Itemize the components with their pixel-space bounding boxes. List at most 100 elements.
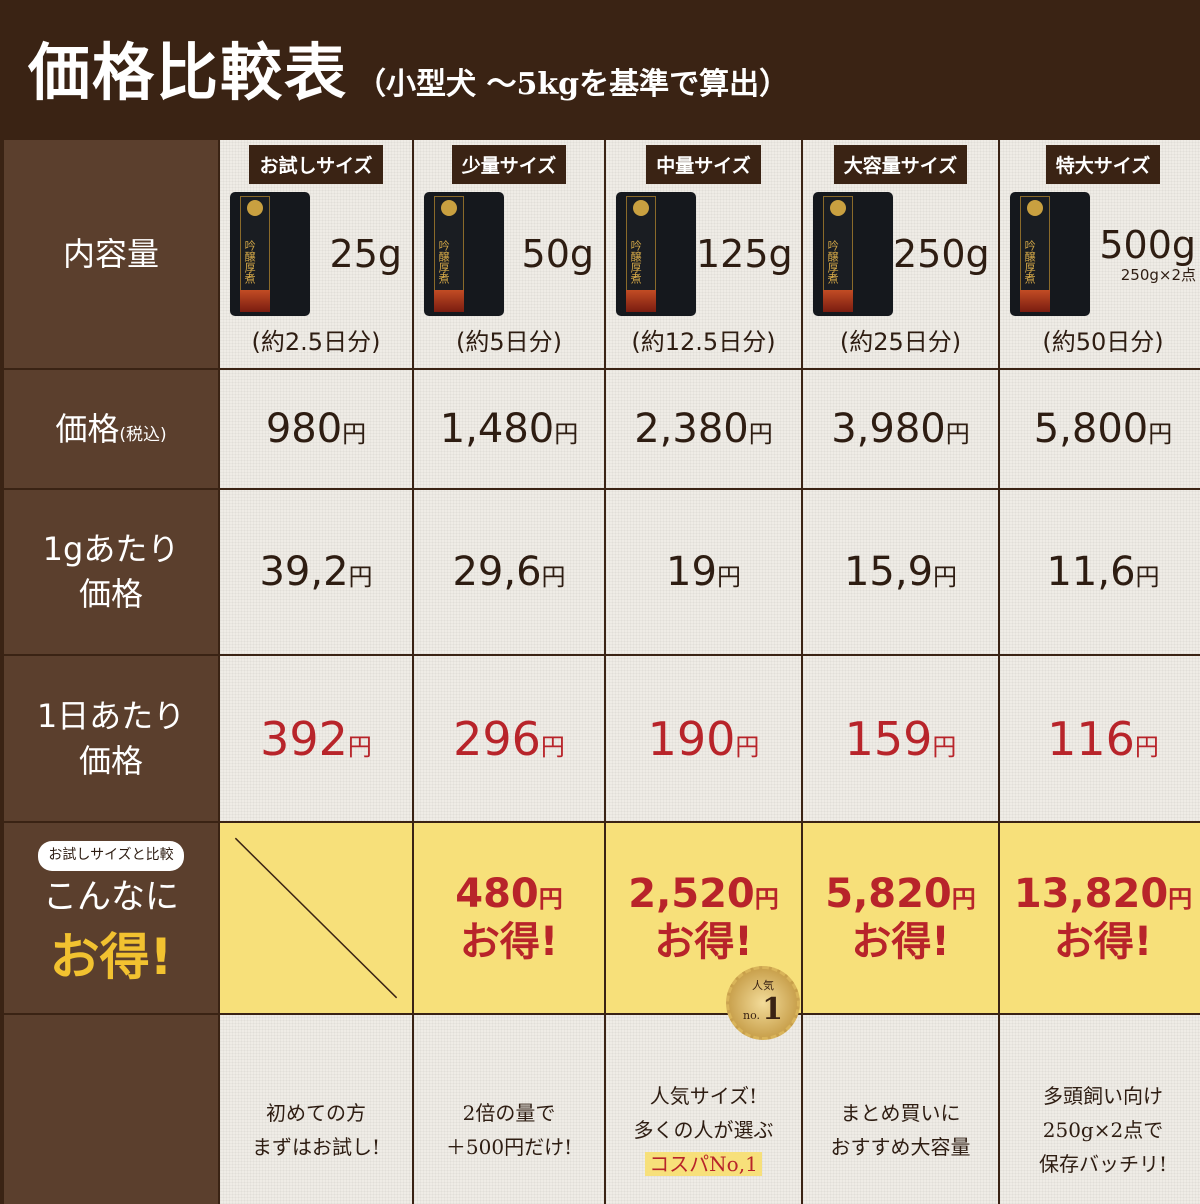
days-supply: (約25日分)	[839, 328, 962, 356]
yen-unit: 円	[933, 563, 958, 591]
per-day-cell-value: 159円	[845, 712, 957, 766]
number: 190	[647, 711, 736, 766]
otoku-label: お得!	[459, 919, 559, 965]
row-label-content: 内容量	[4, 140, 218, 368]
size-tag: 大容量サイズ	[833, 145, 968, 184]
package-text: 吟醸厚煮	[1023, 240, 1037, 284]
cospa-badge: コスパNo,1	[645, 1151, 762, 1176]
note-cell: 人気サイズ! 多くの人が選ぶ コスパNo,1	[606, 1015, 801, 1204]
label-text: 1日あたり	[36, 696, 186, 735]
per-day-cell: 190円	[606, 656, 801, 821]
product-package-image: 吟醸厚煮	[424, 192, 504, 316]
days-supply: (約2.5日分)	[251, 328, 381, 356]
note-line: まずはお試し!	[251, 1134, 381, 1159]
price-cell: 5,800円	[1000, 370, 1200, 488]
package-text: 吟醸厚煮	[243, 240, 257, 284]
package-text: 吟醸厚煮	[629, 240, 643, 284]
per-day-cell: 116円	[1000, 656, 1200, 821]
yen-unit: 円	[540, 732, 565, 761]
number: 3,980	[831, 406, 946, 452]
note-cell: 多頭飼い向け 250g×2点で 保存バッチリ!	[1000, 1015, 1200, 1204]
note-cell: 2倍の量で ＋500円だけ!	[414, 1015, 604, 1204]
note-line: 保存バッチリ!	[1038, 1151, 1168, 1176]
number: 29,6	[452, 549, 542, 595]
comparison-table: 内容量 お試しサイズ 吟醸厚煮 25g (約2.5日分) 少量サイズ 吟醸厚煮 50g (約5日…	[4, 140, 1200, 1204]
number: 2,380	[634, 406, 749, 452]
per-day-cell-value: 392円	[260, 712, 372, 766]
per-gram-cell-value: 39,2円	[259, 549, 372, 595]
number: 159	[844, 711, 933, 766]
product-row: 吟醸厚煮 50g	[414, 190, 604, 318]
savings-cell: 480円 お得!	[414, 823, 604, 1013]
savings-cell: 13,820円 お得!	[1000, 823, 1200, 1013]
note-cell: 初めての方 まずはお試し!	[220, 1015, 412, 1204]
yen-unit: 円	[754, 885, 779, 913]
per-gram-cell-value: 29,6円	[452, 549, 565, 595]
yen-unit: 円	[1134, 732, 1159, 761]
label-text: (税込)	[119, 424, 167, 445]
yen-unit: 円	[735, 732, 760, 761]
recommendation-note: 人気サイズ! 多くの人が選ぶ コスパNo,1	[634, 1039, 774, 1181]
number: 1,480	[439, 406, 555, 452]
grams-sub: 250g×2点	[1120, 265, 1196, 284]
product-row: 吟醸厚煮 125g	[606, 190, 801, 318]
price-cell: 3,980円	[803, 370, 998, 488]
price-cell-value: 5,800円	[1034, 406, 1173, 452]
deal-text-highlight: お得!	[49, 927, 173, 986]
days-supply: (約50日分)	[1042, 328, 1164, 356]
size-tag: 少量サイズ	[451, 145, 567, 184]
label-text: 内容量	[62, 234, 159, 273]
content-cell: 特大サイズ 吟醸厚煮 500g 250g×2点 (約50日分)	[1000, 140, 1200, 368]
note-line: 多くの人が選ぶ	[633, 1117, 774, 1142]
row-label-per-day: 1日あたり 価格	[4, 656, 218, 821]
number: 11,6	[1046, 549, 1136, 595]
per-day-cell-value: 190円	[648, 712, 760, 766]
cospa-highlight: コスパNo,1	[634, 1147, 774, 1181]
price-cell-value: 1,480円	[440, 406, 579, 452]
grams-value: 500g	[1099, 222, 1196, 267]
grams-value: 250g	[893, 232, 990, 276]
product-package-image: 吟醸厚煮	[1010, 192, 1090, 316]
yen-unit: 円	[541, 563, 566, 591]
content-cell: 少量サイズ吟醸厚煮 50g (約5日分)	[414, 140, 604, 368]
product-row: 吟醸厚煮 500g 250g×2点	[1000, 190, 1200, 318]
price-cell: 2,380円	[606, 370, 801, 488]
row-label-savings: お試しサイズと比較 こんなに お得!	[4, 823, 218, 1013]
yen-unit: 円	[951, 885, 976, 913]
note-line: ＋500円だけ!	[445, 1134, 573, 1159]
days-supply: (約5日分)	[456, 328, 562, 356]
price-cell-value: 3,980円	[831, 406, 970, 452]
savings-cell	[220, 823, 412, 1013]
grams-value: 25g	[329, 232, 402, 276]
per-day-cell: 159円	[803, 656, 998, 821]
days-supply: (約12.5日分)	[631, 328, 776, 356]
deal-text: こんなに	[43, 877, 179, 918]
number: 296	[453, 711, 541, 766]
product-package-image: 吟醸厚煮	[813, 192, 893, 316]
note-cell: まとめ買いに おすすめ大容量	[803, 1015, 998, 1204]
per-day-cell: 296円	[414, 656, 604, 821]
per-gram-cell: 39,2円	[220, 490, 412, 654]
label-text: 価格	[55, 409, 120, 448]
product-row: 吟醸厚煮 250g	[803, 190, 998, 318]
yen-unit: 円	[1148, 420, 1173, 448]
yen-unit: 円	[538, 885, 563, 913]
product-package-image: 吟醸厚煮	[616, 192, 696, 316]
price-cell: 980円	[220, 370, 412, 488]
grams: 125g	[696, 235, 793, 273]
yen-unit: 円	[554, 420, 579, 448]
price-cell: 1,480円	[414, 370, 604, 488]
size-tag: 中量サイズ	[646, 145, 761, 184]
row-label-per-gram: 1gあたり 価格	[4, 490, 218, 654]
content-cell: お試しサイズ 吟醸厚煮 25g (約2.5日分)	[220, 140, 412, 368]
grams-value: 50g	[521, 232, 594, 276]
savings-value: 2,520円 お得!	[628, 870, 779, 966]
per-gram-cell-value: 11,6円	[1046, 549, 1159, 595]
yen-unit: 円	[748, 420, 773, 448]
yen-unit: 円	[932, 732, 957, 761]
product-package-image: 吟醸厚煮	[230, 192, 310, 316]
note-line: 人気サイズ!	[649, 1083, 758, 1108]
otoku-label: お得!	[851, 919, 950, 965]
per-day-cell: 392円	[220, 656, 412, 821]
grams: 50g	[504, 235, 594, 273]
